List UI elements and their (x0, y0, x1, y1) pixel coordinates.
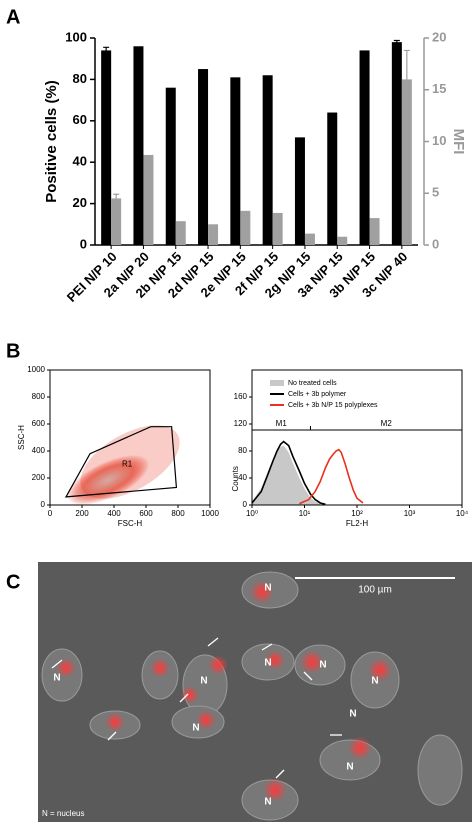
nucleus-label: N (264, 583, 271, 594)
bar (337, 236, 348, 245)
legend-label: Cells + 3b polymer (288, 391, 347, 398)
cell-cloud (80, 425, 180, 499)
bar (401, 79, 412, 246)
y-tick-label: 400 (32, 446, 46, 455)
y-tick-label: 600 (32, 419, 46, 428)
x-axis-label: FSC-H (118, 519, 143, 528)
y-tick-label: 60 (73, 112, 87, 127)
x-tick-label: 600 (139, 509, 153, 518)
bar (294, 137, 305, 245)
y-tick-label: 100 (65, 29, 87, 44)
nucleus-label: N (349, 709, 356, 720)
y-tick-label: 1000 (27, 365, 45, 374)
bar (262, 75, 273, 245)
nucleus-label: N (264, 658, 271, 669)
legend-label: No treated cells (288, 380, 337, 387)
bar (359, 50, 370, 245)
x-tick-label: 0 (48, 509, 53, 518)
bar (272, 212, 283, 245)
marker-label: M2 (381, 419, 393, 428)
x-tick-label: 10² (351, 509, 363, 518)
x-axis-label: FL2-H (346, 519, 368, 528)
scale-label: 100 µm (358, 585, 392, 596)
y-tick-label: 40 (238, 473, 247, 482)
y-tick-label: 80 (238, 446, 247, 455)
gate (64, 426, 178, 498)
x-tick-label: 1000 (201, 509, 219, 518)
error-bar (103, 46, 110, 55)
bar (240, 210, 251, 245)
y-tick-label: 200 (32, 473, 46, 482)
bar (208, 224, 219, 245)
y2-tick-label: 0 (432, 236, 439, 251)
error-bar (403, 49, 410, 109)
histogram-area (252, 445, 321, 505)
nucleus-label: N (192, 723, 199, 734)
bar (175, 221, 186, 245)
cell-cloud (66, 454, 150, 506)
bar (101, 50, 112, 245)
y2-tick-label: 10 (432, 133, 446, 148)
y-axis-label: Counts (231, 466, 240, 491)
micrograph: 100 µm N = nucleus (38, 562, 472, 822)
x-tick-label: 10⁰ (246, 509, 258, 518)
bar (369, 218, 380, 245)
histogram-line (251, 440, 326, 506)
legend-swatch (270, 380, 284, 386)
y2-tick-label: 20 (432, 29, 446, 44)
x-tick-label: 200 (75, 509, 89, 518)
y-tick-label: 20 (73, 195, 87, 210)
gate-label: R1 (122, 460, 133, 469)
bar (133, 46, 144, 245)
error-bar (393, 39, 400, 45)
panel-label: B (6, 340, 20, 362)
bar (111, 198, 122, 245)
y2-tick-label: 15 (432, 81, 446, 96)
y-tick-label: 80 (73, 71, 87, 86)
histogram-line (299, 448, 364, 505)
y-tick-label: 800 (32, 392, 46, 401)
marker-label: M1 (276, 419, 288, 428)
x-tick-label: 10¹ (299, 509, 311, 518)
x-tick-label: 800 (171, 509, 185, 518)
y-tick-label: 0 (41, 500, 46, 509)
y-tick-label: 120 (234, 419, 248, 428)
bar (198, 69, 209, 245)
red-signal (56, 580, 392, 802)
y2-tick-label: 5 (432, 185, 439, 200)
bar (165, 87, 176, 246)
bar (391, 42, 402, 245)
y2-axis-label: MFI (450, 129, 467, 155)
panel-label: A (6, 6, 20, 28)
y-tick-label: 0 (80, 236, 87, 251)
marker-range (309, 426, 463, 431)
plot-frame (49, 369, 211, 506)
nucleus-label: N (371, 676, 378, 687)
arrows (51, 637, 342, 779)
x-tick-label: 10³ (404, 509, 416, 518)
y-tick-label: 40 (73, 154, 87, 169)
y-tick-label: 160 (234, 392, 248, 401)
nucleus-label: N (346, 762, 353, 773)
bar (230, 77, 241, 245)
y-tick-label: 0 (243, 500, 248, 509)
nucleus-label: N (264, 797, 271, 808)
nucleus-label: N (200, 676, 207, 687)
x-tick-label: 400 (107, 509, 121, 518)
bar (327, 112, 338, 246)
y-axis-label: Positive cells (%) (43, 80, 60, 203)
nucleus-label: N (319, 660, 326, 671)
panel-label: C (6, 571, 20, 593)
legend-label: Cells + 3b N/P 15 polyplexes (288, 402, 378, 409)
micrograph-legend: N = nucleus (42, 809, 84, 818)
bar (304, 233, 315, 245)
y-axis-label: SSC-H (17, 425, 26, 450)
bar (143, 154, 154, 245)
x-tick-label: 10⁴ (456, 509, 469, 518)
error-bar (113, 193, 120, 204)
nucleus-label: N (53, 673, 60, 684)
